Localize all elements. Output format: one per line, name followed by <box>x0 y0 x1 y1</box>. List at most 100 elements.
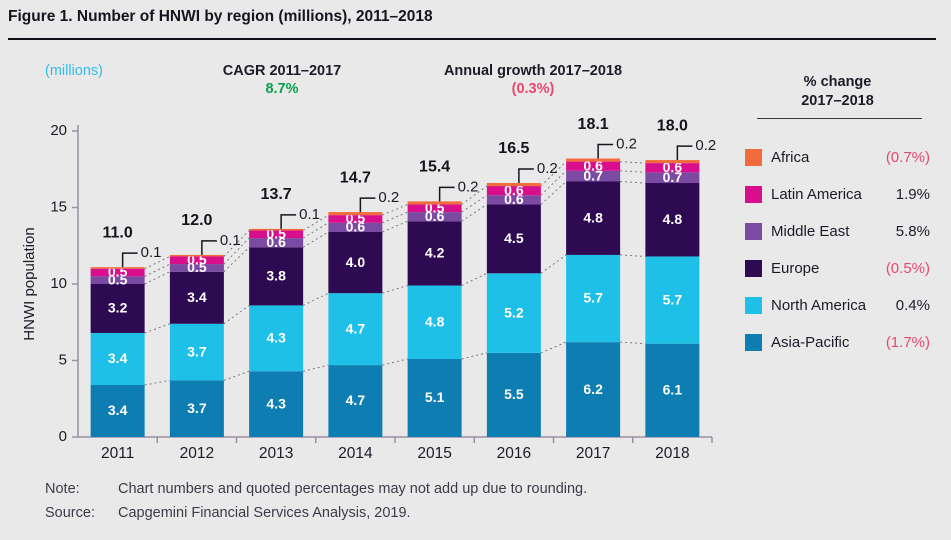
segment-value-label: 5.5 <box>504 386 524 402</box>
segment-europe-2018 <box>645 183 700 257</box>
annual-growth-header: Annual growth 2017–2018 (0.3%) <box>444 62 622 98</box>
segment-europe-2011 <box>90 284 145 333</box>
connector-line <box>461 185 488 205</box>
africa-callout-bracket <box>280 214 297 229</box>
africa-callout-bracket <box>359 197 376 213</box>
africa-callout-value: 0.1 <box>220 232 241 249</box>
legend-label: Latin America <box>771 185 862 203</box>
segment-value-label: 5.7 <box>663 291 683 307</box>
source-row: Source: Capgemini Financial Services Ana… <box>45 505 587 521</box>
segment-value-label: 4.5 <box>504 230 524 246</box>
y-tick-label: 10 <box>50 275 67 292</box>
connector-line <box>540 254 567 274</box>
x-category-label: 2016 <box>497 445 531 462</box>
africa-callout-value: 0.2 <box>458 178 479 195</box>
x-category-label: 2018 <box>655 445 689 462</box>
x-category-label: 2015 <box>417 445 451 462</box>
legend-label: Africa <box>771 148 810 166</box>
europe-swatch-icon <box>745 259 762 277</box>
segment-middle-east-2012 <box>169 264 224 272</box>
segment-europe-2016 <box>486 204 541 274</box>
connector-lines <box>144 161 646 386</box>
segment-africa-2012 <box>169 254 224 257</box>
segment-value-label: 4.8 <box>583 209 603 225</box>
units-label: (millions) <box>45 63 103 79</box>
source-text: Capgemini Financial Services Analysis, 2… <box>118 505 411 521</box>
segment-africa-2011 <box>90 267 145 269</box>
segment-latin-america-2014 <box>328 215 383 223</box>
segment-asia-pacific-2015 <box>407 358 462 437</box>
legend-label: Middle East <box>771 222 850 240</box>
x-category-label: 2017 <box>576 445 610 462</box>
connector-line <box>382 285 408 294</box>
bar-total-label: 15.4 <box>419 159 450 176</box>
legend-item-middle-east: Middle East 5.8% <box>745 221 930 241</box>
africa-swatch-icon <box>745 148 762 166</box>
y-tick-label: 15 <box>50 198 67 215</box>
africa-callout-value: 0.1 <box>299 206 320 223</box>
segment-africa-2015 <box>407 201 462 205</box>
connector-line <box>144 323 171 334</box>
note-label: Note: <box>45 481 80 497</box>
segment-latin-america-2012 <box>169 256 224 265</box>
africa-callout-bracket <box>121 252 138 268</box>
x-category-label: 2013 <box>259 445 293 462</box>
bar-total-label: 18.1 <box>578 116 609 133</box>
segment-north-america-2015 <box>407 285 462 359</box>
legend-change-value: 5.8% <box>895 222 930 240</box>
africa-callout-bracket <box>438 186 455 202</box>
segment-value-label: 5.1 <box>425 389 445 405</box>
segment-value-label: 0.7 <box>663 169 683 185</box>
x-category-label: 2012 <box>180 445 214 462</box>
legend-change-value: (1.7%) <box>885 333 930 351</box>
segment-value-label: 3.4 <box>187 289 207 305</box>
connector-line <box>620 161 646 164</box>
segment-europe-2014 <box>328 231 383 294</box>
segment-north-america-2014 <box>328 293 383 366</box>
segment-value-label: 5.7 <box>583 290 603 306</box>
legend-item-north-america: North America 0.4% <box>745 295 930 315</box>
bar-total-label: 12.0 <box>181 212 212 229</box>
x-category-label: 2011 <box>101 445 134 462</box>
segment-value-label: 0.7 <box>583 167 603 183</box>
segment-value-label: 3.8 <box>266 268 286 284</box>
connector-line <box>223 230 250 257</box>
legend-change-value: (0.7%) <box>885 148 930 166</box>
segment-value-label: 4.7 <box>346 320 366 336</box>
africa-callout-value: 0.2 <box>616 136 637 153</box>
segment-middle-east-2013 <box>249 238 304 248</box>
segment-africa-2013 <box>249 228 304 231</box>
segment-value-label: 4.7 <box>346 392 366 408</box>
segment-asia-pacific-2014 <box>328 365 383 437</box>
legend-header-underline <box>757 118 922 119</box>
north-america-swatch-icon <box>745 296 762 314</box>
connector-line <box>303 364 329 372</box>
bar-total-label: 13.7 <box>261 186 292 203</box>
title-divider <box>8 38 936 40</box>
legend-header-line1: % change <box>803 74 872 90</box>
y-tick-label: 5 <box>59 351 67 368</box>
y-axis-title: HNWI population <box>21 227 38 340</box>
segment-africa-2018 <box>645 160 700 164</box>
legend-label: Asia-Pacific <box>771 333 850 351</box>
legend-items: Africa (0.7%) Latin America 1.9% Middle East… <box>745 147 930 352</box>
legend-item-latin-america: Latin America 1.9% <box>745 184 930 204</box>
connector-line <box>461 194 488 213</box>
segment-asia-pacific-2018 <box>645 343 700 437</box>
segment-value-label: 3.4 <box>108 402 128 418</box>
connector-line <box>461 352 487 360</box>
connector-line <box>382 220 408 233</box>
annual-growth-value: (0.3%) <box>511 81 555 97</box>
connector-line <box>302 231 329 248</box>
note-row: Note: Chart numbers and quoted percentag… <box>45 481 587 497</box>
connector-line <box>302 222 329 239</box>
connector-line <box>223 370 250 381</box>
africa-callout-value: 0.2 <box>537 160 558 177</box>
segment-asia-pacific-2012 <box>169 380 224 437</box>
